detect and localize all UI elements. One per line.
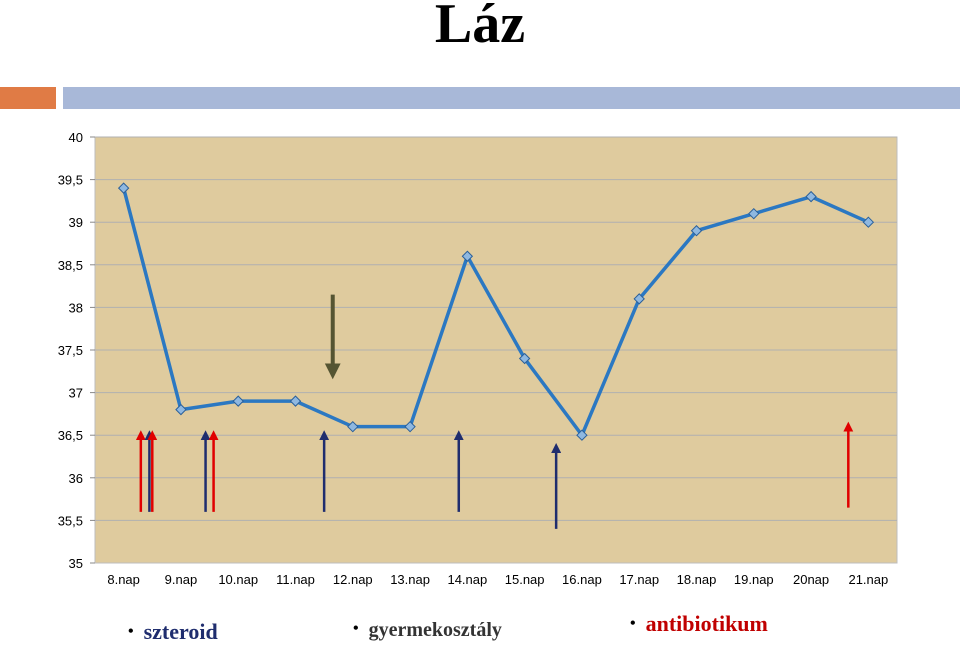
y-tick-label: 36,5: [58, 428, 83, 443]
x-tick-label: 14.nap: [447, 572, 487, 587]
x-tick-label: 8.nap: [107, 572, 140, 587]
x-tick-label: 20nap: [793, 572, 829, 587]
y-tick-label: 37: [69, 386, 83, 401]
data-point: [748, 207, 760, 220]
x-tick-label: 16.nap: [562, 572, 602, 587]
data-point: [576, 429, 588, 441]
data-point: [805, 190, 817, 203]
x-tick-label: 18.nap: [677, 572, 717, 587]
series-line: [121, 187, 870, 437]
x-tick-label: 21.nap: [848, 572, 888, 587]
data-point: [690, 225, 703, 237]
legend-label-antibiotic: antibiotikum: [645, 611, 768, 636]
x-tick-label: 11.nap: [276, 572, 315, 587]
y-tick-label: 35: [69, 556, 83, 571]
y-tick-label: 36: [69, 471, 83, 486]
legend-label-steroid: szteroid: [143, 619, 218, 644]
legend-label-ward: gyermekosztály: [368, 619, 502, 641]
y-tick-label: 39: [69, 215, 83, 230]
y-tick-label: 38: [69, 300, 83, 315]
slide-title: Láz: [434, 0, 526, 55]
x-tick-label: 12.nap: [333, 572, 373, 587]
data-point: [404, 420, 416, 433]
data-point: [461, 250, 474, 262]
legend-item-steroid: • szteroid: [128, 619, 218, 644]
y-tick-label: 40: [69, 130, 83, 145]
x-tick-label: 17.nap: [619, 572, 659, 587]
x-tick-label: 19.nap: [734, 572, 774, 587]
data-point: [289, 395, 302, 407]
y-tick-label: 39,5: [58, 173, 83, 188]
legend-item-ward: • gyermekosztály: [353, 619, 502, 641]
y-tick-label: 35,5: [58, 513, 83, 528]
decor-bar-blue: [63, 87, 960, 109]
data-point: [862, 216, 875, 228]
x-tick-label: 15.nap: [505, 572, 545, 587]
data-point: [175, 403, 187, 416]
legend-item-antibiotic: • antibiotikum: [630, 611, 768, 636]
y-tick-label: 37,5: [58, 343, 83, 358]
x-tick-label: 9.nap: [165, 572, 198, 587]
x-tick-label: 13.nap: [390, 572, 430, 587]
y-tick-label: 38,5: [58, 258, 83, 273]
x-tick-label: 10.nap: [218, 572, 258, 587]
decor-bar-orange: [0, 87, 56, 109]
data-point: [232, 395, 244, 407]
data-point: [633, 293, 645, 305]
data-point: [117, 182, 130, 194]
data-point: [347, 420, 359, 433]
data-point: [518, 352, 531, 365]
